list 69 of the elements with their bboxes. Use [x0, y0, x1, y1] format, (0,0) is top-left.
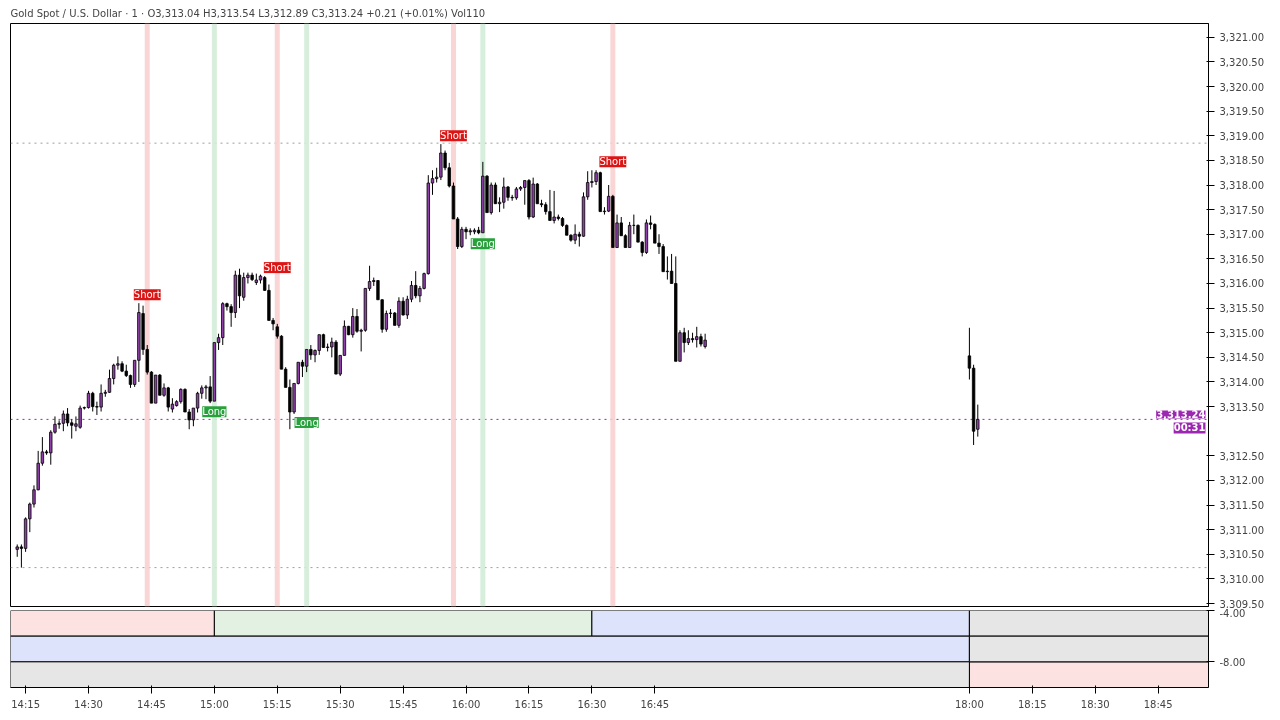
- annotation: Long: [202, 406, 227, 418]
- y-tick-label: 3,315.50: [1219, 303, 1265, 315]
- candlestick: [99, 383, 103, 413]
- x-tick-label: 14:15: [11, 698, 41, 710]
- candlestick: [78, 405, 82, 430]
- y-tick-label: 3,318.00: [1219, 180, 1265, 192]
- y-tick-label: 3,311.50: [1219, 500, 1265, 512]
- y-tick-label: 3,309.50: [1219, 598, 1265, 610]
- x-tick-label: 18:15: [1017, 698, 1047, 710]
- candlestick: [695, 326, 699, 348]
- annotation: Long: [470, 238, 495, 250]
- candlestick: [107, 369, 112, 394]
- candlestick: [304, 348, 309, 373]
- y-tick-label: 3,312.50: [1219, 450, 1265, 462]
- x-tick-label: 18:30: [1080, 698, 1110, 710]
- candlestick: [552, 190, 556, 224]
- y-tick-label: 3,316.00: [1219, 278, 1265, 290]
- candlestick: [414, 270, 418, 299]
- candlestick: [61, 410, 66, 432]
- y-tick-label: 3,314.50: [1219, 352, 1265, 364]
- y-tick-label: 3,315.00: [1219, 327, 1265, 339]
- y-tick-label: 3,317.50: [1219, 204, 1265, 216]
- x-tick-label: 16:15: [514, 698, 544, 710]
- y-tick-label: 3,312.00: [1219, 475, 1265, 487]
- x-tick-label: 18:45: [1143, 698, 1173, 710]
- annotation: Short: [599, 156, 627, 168]
- annotation: 00:31: [1173, 422, 1206, 434]
- y-tick-label: 3,320.50: [1219, 56, 1265, 68]
- candlestick: [242, 272, 246, 302]
- x-tick-label: 18:00: [954, 698, 984, 710]
- x-tick-label: 16:45: [640, 698, 670, 710]
- annotation: Long: [294, 416, 319, 428]
- candlestick: [91, 391, 95, 413]
- chart-title: Gold Spot / U.S. Dollar · 1 · O3,313.04 H3,313.54 L3,312.89 C3,313.24 +0.21 (+0.01%) Vol110: [10, 7, 486, 19]
- y-tick-label: 3,320.00: [1219, 81, 1265, 93]
- y-tick-label: 3,313.50: [1219, 401, 1265, 413]
- ref-line-label: 3,313.24: [1156, 409, 1206, 421]
- candlestick: [548, 189, 552, 221]
- candlestick: [502, 177, 506, 210]
- x-tick-label: 14:45: [137, 698, 166, 710]
- y-tick-label: 3,310.50: [1219, 549, 1265, 561]
- y-tick-label: 3,317.00: [1219, 229, 1265, 241]
- candlestick: [355, 308, 359, 334]
- y-tick-label: 3,321.00: [1219, 32, 1265, 44]
- text: -4.00: [1219, 607, 1246, 619]
- x-tick-label: 16:00: [451, 698, 481, 710]
- annotation: Short: [440, 130, 467, 142]
- y-tick-label: 3,318.50: [1219, 155, 1265, 167]
- x-tick-label: 15:30: [325, 698, 355, 710]
- y-tick-label: 3,310.00: [1219, 573, 1265, 585]
- candlestick: [65, 407, 70, 427]
- x-tick-label: 16:30: [577, 698, 607, 710]
- y-tick-label: 3,314.00: [1219, 376, 1265, 388]
- x-tick-label: 15:15: [262, 698, 292, 710]
- y-tick-label: 3,311.00: [1219, 524, 1265, 536]
- y-tick-label: 3,316.50: [1219, 253, 1265, 265]
- x-tick-label: 14:30: [74, 698, 103, 710]
- candlestick: [166, 386, 170, 413]
- text: -8.00: [1219, 656, 1246, 668]
- x-tick-label: 15:00: [199, 698, 229, 710]
- candlestick: [351, 307, 355, 339]
- annotation: Short: [133, 289, 161, 301]
- candlestick: [573, 223, 577, 245]
- y-tick-label: 3,319.50: [1219, 106, 1265, 118]
- y-tick-label: 3,319.00: [1219, 130, 1265, 142]
- annotation: Short: [263, 262, 291, 274]
- x-tick-label: 15:45: [388, 698, 418, 710]
- candlestick: [237, 268, 242, 309]
- candlestick: [204, 384, 208, 400]
